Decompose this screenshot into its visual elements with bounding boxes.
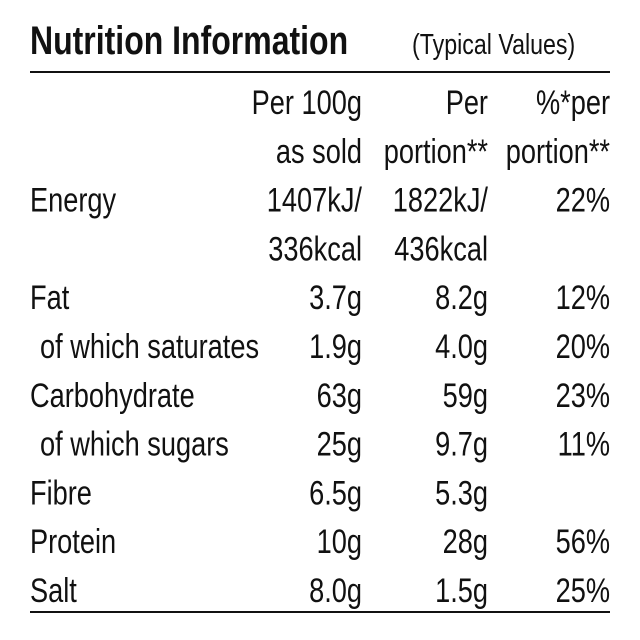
title: Nutrition Information — [30, 18, 348, 63]
cell: 3.7g — [309, 278, 362, 317]
cell: 1407kJ/ — [267, 181, 363, 220]
column-header: portion** — [384, 132, 488, 171]
cell: 20% — [556, 327, 610, 366]
cell: 11% — [558, 425, 610, 464]
cell: 22% — [556, 181, 610, 220]
cell: 9.7g — [435, 425, 488, 464]
cell: 8.0g — [309, 571, 362, 610]
column-header: Per 100g — [252, 83, 362, 122]
column-header: %*per — [536, 83, 610, 122]
cell: 4.0g — [435, 327, 488, 366]
cell: 6.5g — [309, 473, 362, 512]
sub-row-label: of which sugars — [40, 425, 229, 464]
cell: 56% — [556, 522, 610, 561]
cell: 436kcal — [394, 229, 488, 268]
cell: 28g — [443, 522, 488, 561]
cell: 1822kJ/ — [393, 181, 489, 220]
row-label: Fat — [30, 278, 70, 317]
row-label: Salt — [30, 571, 77, 610]
row-label: Protein — [30, 522, 116, 561]
cell: 5.3g — [435, 473, 488, 512]
column-header: Per — [446, 83, 488, 122]
row-label: Energy — [30, 181, 117, 220]
cell: 63g — [317, 376, 362, 415]
cell: 23% — [556, 376, 610, 415]
cell: 1.9g — [309, 327, 362, 366]
title-group: Nutrition Information (Typical Values) — [30, 18, 575, 63]
cell: 25% — [556, 571, 610, 610]
cell: 336kcal — [268, 229, 362, 268]
sub-row-label: of which saturates — [40, 327, 259, 366]
row-label: Carbohydrate — [30, 376, 195, 415]
cell: 8.2g — [435, 278, 488, 317]
column-header: portion** — [506, 132, 610, 171]
cell: 1.5g — [435, 571, 488, 610]
cell: 25g — [317, 425, 362, 464]
subtitle: (Typical Values) — [412, 27, 575, 60]
column-header: as sold — [276, 132, 362, 171]
cell: 59g — [443, 376, 488, 415]
table: Per 100g as sold Per portion** %*per portion*… — [30, 83, 610, 610]
cell: 12% — [556, 278, 610, 317]
cell: 10g — [317, 522, 362, 561]
row-label: Fibre — [30, 473, 92, 512]
